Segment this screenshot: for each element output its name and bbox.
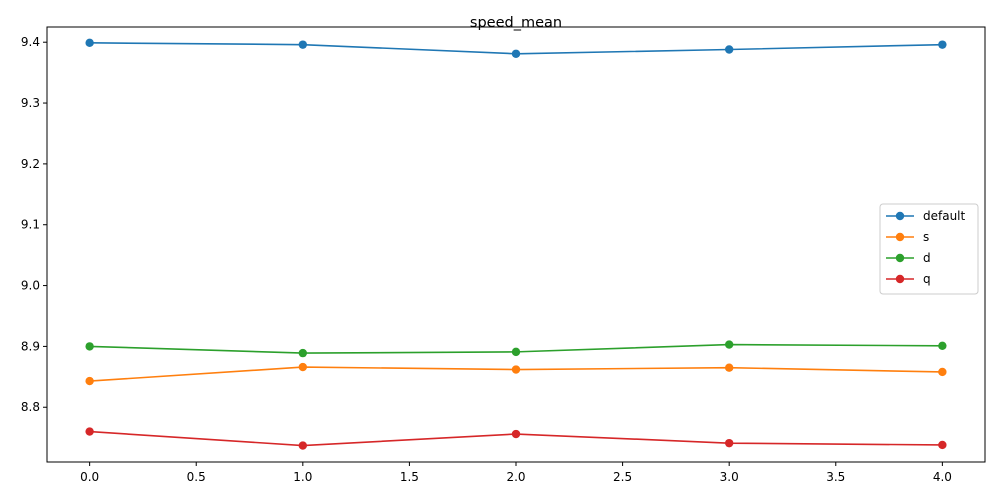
data-point xyxy=(511,347,521,357)
legend-label: default xyxy=(923,209,966,223)
data-point xyxy=(85,342,94,351)
data-point xyxy=(724,340,734,349)
legend-item-default: default xyxy=(886,209,966,223)
x-axis: 0.0 0.5 1.0 1.5 2.0 2.5 3.0 3.5 4.0 xyxy=(80,462,952,484)
x-tick-label: 4.0 xyxy=(933,470,952,484)
legend-box xyxy=(879,203,979,295)
x-tick-label: 3.5 xyxy=(826,470,845,484)
legend-label: q xyxy=(923,272,931,286)
data-point xyxy=(298,40,308,49)
y-tick-label: 9.0 xyxy=(21,279,40,293)
legend: default sdq xyxy=(879,203,979,295)
data-point xyxy=(85,38,94,48)
legend-label: d xyxy=(923,251,931,265)
data-point xyxy=(298,362,308,372)
y-tick-label: 9.1 xyxy=(21,218,40,232)
legend-label: s xyxy=(923,230,929,244)
data-point xyxy=(511,49,521,58)
data-point xyxy=(298,441,308,450)
y-tick-label: 8.8 xyxy=(21,400,40,414)
series-s xyxy=(85,362,947,386)
plot-area xyxy=(85,38,947,450)
x-tick-label: 1.0 xyxy=(293,470,312,484)
legend-item-d: d xyxy=(886,251,931,265)
data-point xyxy=(511,429,521,439)
chart-title: speed_mean xyxy=(470,15,562,31)
legend-marker xyxy=(895,211,905,221)
legend-item-q: q xyxy=(886,272,931,286)
x-tick-label: 0.5 xyxy=(187,470,206,484)
series-q xyxy=(85,427,947,450)
y-tick-label: 9.3 xyxy=(21,96,40,110)
legend-marker xyxy=(895,253,905,263)
y-axis: 8.8 8.9 9.0 9.1 9.2 9.3 9.4 xyxy=(21,35,47,414)
data-point xyxy=(938,341,947,350)
data-point xyxy=(724,363,734,372)
data-point xyxy=(938,40,947,49)
data-point xyxy=(938,440,947,450)
data-point xyxy=(298,348,308,358)
y-tick-label: 9.4 xyxy=(21,35,40,49)
data-point xyxy=(724,45,734,54)
data-point xyxy=(85,376,94,386)
x-tick-label: 2.0 xyxy=(506,470,525,484)
legend-marker xyxy=(895,274,905,284)
data-point xyxy=(724,438,734,448)
y-tick-label: 8.9 xyxy=(21,339,40,353)
x-tick-label: 1.5 xyxy=(400,470,419,484)
data-point xyxy=(938,367,947,377)
data-point xyxy=(85,427,94,436)
legend-marker xyxy=(895,232,905,242)
y-tick-label: 9.2 xyxy=(21,157,40,171)
legend-item-s: s xyxy=(886,230,929,244)
x-tick-label: 0.0 xyxy=(80,470,99,484)
x-tick-label: 2.5 xyxy=(613,470,632,484)
series-default xyxy=(85,38,947,58)
data-point xyxy=(511,365,521,374)
x-tick-label: 3.0 xyxy=(720,470,739,484)
series-d xyxy=(85,340,947,358)
